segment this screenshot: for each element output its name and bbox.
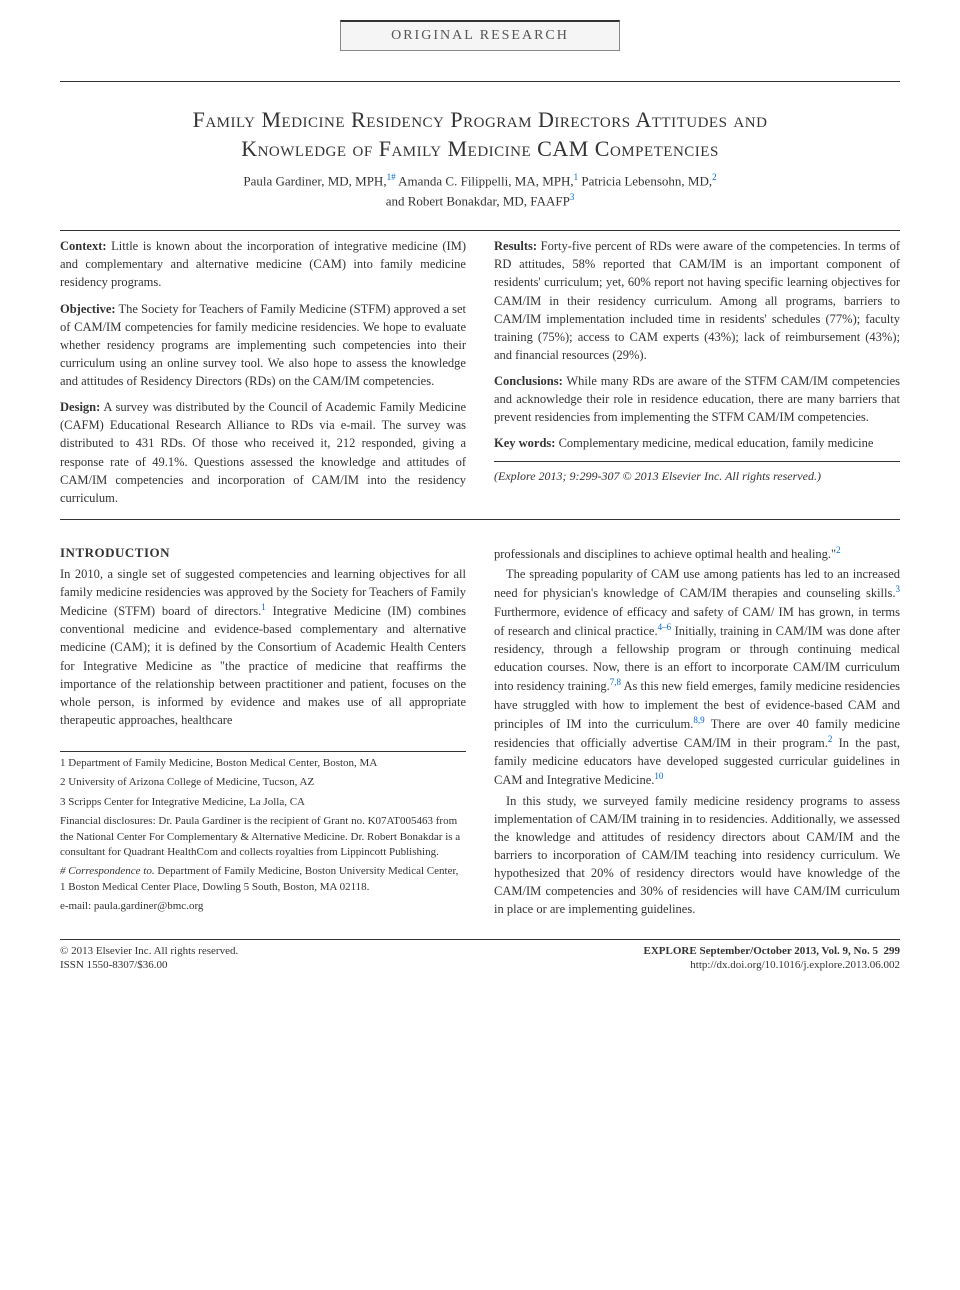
title-line1: Family Medicine Residency Program Direct… — [193, 107, 768, 132]
intro-p2a: The spreading popularity of CAM use amon… — [494, 567, 900, 600]
abstract: Context: Little is known about the incor… — [60, 237, 900, 515]
results-text: Forty-five percent of RDs were aware of … — [494, 239, 900, 362]
issn-line: ISSN 1550-8307/$36.00 — [60, 958, 238, 972]
context-text: Little is known about the incorporation … — [60, 239, 466, 289]
author-3: Patricia Lebensohn, MD, — [581, 174, 712, 189]
objective-text: The Society for Teachers of Family Medic… — [60, 302, 466, 389]
keywords-text: Complementary medicine, medical educatio… — [555, 436, 873, 450]
author-4: and Robert Bonakdar, MD, FAAFP — [386, 193, 570, 208]
author-4-sup: 3 — [570, 192, 575, 202]
keywords-label: Key words: — [494, 436, 555, 450]
affiliations-block: 1 Department of Family Medicine, Boston … — [60, 751, 466, 915]
affil-1: 1 Department of Family Medicine, Boston … — [60, 756, 466, 771]
correspondence-label: # Correspondence to. — [60, 865, 155, 877]
article-title: Family Medicine Residency Program Direct… — [60, 106, 900, 163]
abstract-right-col: Results: Forty-five percent of RDs were … — [494, 237, 900, 515]
footer-left: © 2013 Elsevier Inc. All rights reserved… — [60, 944, 238, 973]
affil-3: 3 Scripps Center for Integrative Medicin… — [60, 795, 466, 810]
citation-line: (Explore 2013; 9:299-307 © 2013 Elsevier… — [494, 468, 900, 485]
author-1: Paula Gardiner, MD, MPH, — [243, 174, 386, 189]
body-text: INTRODUCTION In 2010, a single set of su… — [60, 544, 900, 921]
doi-link[interactable]: http://dx.doi.org/10.1016/j.explore.2013… — [644, 958, 900, 972]
results-label: Results: — [494, 239, 537, 253]
author-1-sup: 1# — [387, 172, 396, 182]
intro-p1b: Integrative Medicine (IM) combines conve… — [60, 604, 466, 727]
footer-right: EXPLORE September/October 2013, Vol. 9, … — [644, 944, 900, 973]
body-right-col: professionals and disciplines to achieve… — [494, 544, 900, 921]
author-3-sup: 2 — [712, 172, 717, 182]
ref-2a[interactable]: 2 — [836, 545, 841, 555]
financial-disclosures: Financial disclosures: Dr. Paula Gardine… — [60, 814, 466, 860]
affil-2: 2 University of Arizona College of Medic… — [60, 775, 466, 790]
ref-4-6[interactable]: 4–6 — [658, 622, 672, 632]
abstract-left-col: Context: Little is known about the incor… — [60, 237, 466, 515]
design-label: Design: — [60, 400, 100, 414]
introduction-heading: INTRODUCTION — [60, 544, 466, 563]
title-line2: Knowledge of Family Medicine CAM Compete… — [241, 136, 719, 161]
rule — [60, 230, 900, 231]
conclusions-label: Conclusions: — [494, 374, 563, 388]
correspondence-email: e-mail: paula.gardiner@bmc.org — [60, 899, 466, 914]
journal-info: EXPLORE September/October 2013, Vol. 9, … — [644, 945, 878, 957]
rule — [60, 939, 900, 940]
author-2: Amanda C. Filippelli, MA, MPH, — [398, 174, 574, 189]
section-header: ORIGINAL RESEARCH — [340, 20, 620, 51]
objective-label: Objective: — [60, 302, 116, 316]
copyright-line: © 2013 Elsevier Inc. All rights reserved… — [60, 944, 238, 958]
rule — [60, 519, 900, 520]
design-text: A survey was distributed by the Council … — [60, 400, 466, 505]
page-number: 299 — [884, 945, 901, 957]
ref-8-9[interactable]: 8,9 — [693, 715, 704, 725]
author-2-sup: 1 — [574, 172, 579, 182]
ref-3[interactable]: 3 — [896, 584, 901, 594]
context-label: Context: — [60, 239, 107, 253]
rule — [60, 81, 900, 82]
body-left-col: INTRODUCTION In 2010, a single set of su… — [60, 544, 466, 921]
page-footer: © 2013 Elsevier Inc. All rights reserved… — [60, 944, 900, 973]
intro-p3: In this study, we surveyed family medici… — [494, 794, 900, 917]
ref-10[interactable]: 10 — [654, 771, 663, 781]
rule — [494, 461, 900, 462]
author-list: Paula Gardiner, MD, MPH,1# Amanda C. Fil… — [60, 171, 900, 210]
intro-p1c: professionals and disciplines to achieve… — [494, 547, 836, 561]
ref-7-8[interactable]: 7,8 — [610, 677, 621, 687]
